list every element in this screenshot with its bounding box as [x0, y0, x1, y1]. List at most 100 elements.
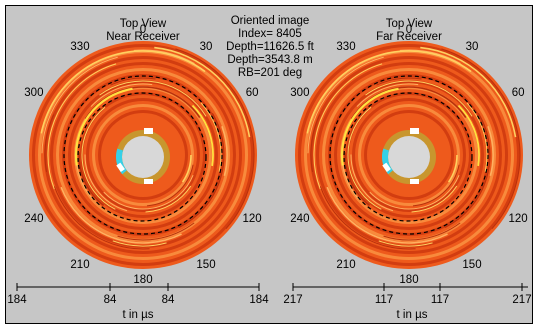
panel-1-texture-arc — [112, 240, 167, 247]
panel-1-texture-arc — [145, 185, 192, 213]
panel-1-texture-arc — [133, 49, 195, 64]
panel-2-texture-arc — [411, 185, 458, 213]
info-line-3: Depth=11626.5 ft — [226, 41, 315, 53]
panel-1-texture-arc — [60, 186, 182, 244]
panel-1-texture-arc — [103, 175, 194, 210]
panel-2-angle-label-150: 150 — [462, 259, 481, 271]
panel-2-texture-arc — [444, 113, 491, 228]
panel-1-angle-label-330: 330 — [70, 41, 89, 53]
panel-1-angle-label-0: 0 — [140, 24, 146, 36]
panel-1-texture-arc — [181, 154, 192, 183]
info-line-4: Depth=3543.8 m — [227, 54, 312, 66]
panel-1-cyan-marker — [116, 148, 127, 175]
panel-2-texture-arc — [306, 50, 472, 134]
panel-2-texture-arc — [412, 164, 460, 207]
panel-2-angle-label-330: 330 — [336, 41, 355, 53]
panel-2-x-tick-label: 217 — [512, 294, 531, 306]
panel-2-angle-label-210: 210 — [336, 259, 355, 271]
info-line-2: Index= 8405 — [238, 28, 302, 40]
panel-2-x-tick-label: 117 — [375, 294, 393, 306]
panel-1-title-line-2: Near Receiver — [106, 31, 180, 43]
panel-2-angle-label-120: 120 — [509, 213, 528, 225]
panel-2-texture-arc — [347, 106, 382, 210]
panel-1-texture-arc — [81, 106, 116, 210]
panel-1-texture-arc — [90, 83, 153, 107]
panel-2-texture-arc — [447, 154, 458, 183]
panel-1-texture-arc — [175, 48, 255, 230]
info-line-1: Oriented image — [231, 15, 310, 27]
panel-1-x-tick-label: 184 — [7, 294, 27, 306]
panel-2-dashed-circle-outer — [329, 75, 489, 235]
panel-2-white-marker-bottom — [410, 179, 419, 184]
panel-2-angle-label-0: 0 — [406, 24, 412, 36]
panel-1-angle-label-60: 60 — [246, 87, 259, 99]
panel-2-texture-arc — [441, 48, 521, 230]
panel-2-texture-arc — [365, 80, 473, 117]
panel-1-texture-arc — [146, 164, 194, 207]
panel-1-texture-arc — [78, 152, 105, 207]
panel-1-x-tick-label: 84 — [104, 294, 117, 306]
panel-2-x-tick-label: 117 — [431, 294, 449, 306]
panel-1-texture-arc — [178, 113, 225, 228]
panel-1-x-axis-label: t in µs — [123, 309, 154, 321]
panel-2-texture-arc — [319, 186, 416, 250]
panel-1-angle-label-30: 30 — [200, 41, 213, 53]
panel-1-angle-label-150: 150 — [196, 259, 215, 271]
panel-1-title-line-1: Top View — [120, 18, 167, 30]
panel-2-dashed-circle-inner — [343, 92, 473, 222]
panel-2-title-line-2: Far Receiver — [376, 31, 442, 43]
panel-1-white-marker-top — [144, 128, 153, 134]
panel-2-texture-arc — [344, 152, 371, 207]
panel-2-texture-arc — [378, 240, 433, 247]
panel-1-texture-arc — [221, 125, 228, 177]
panel-2-borehole-center — [388, 136, 430, 178]
panel-2-texture-arc — [350, 154, 394, 212]
panel-2-cyan-marker — [382, 148, 393, 175]
panel-1-texture-arc — [200, 102, 222, 172]
panel-2-reflector-arc — [340, 87, 399, 166]
panel-1-texture-arc — [99, 80, 207, 117]
panel-1-texture-arc — [117, 222, 195, 241]
panel-1-angle-label-120: 120 — [243, 213, 262, 225]
panel-2-texture-arc — [313, 63, 383, 190]
panel-1-reflector-arc — [191, 104, 214, 167]
panel-2-angle-label-300: 300 — [290, 87, 309, 99]
panel-2-white-marker-left — [382, 162, 391, 172]
panel-1-white-marker-left — [116, 162, 125, 172]
panel-1-angle-label-240: 240 — [24, 213, 43, 225]
panel-2-x-axis-label: t in µs — [397, 309, 428, 321]
panel-1-borehole-center — [122, 136, 164, 178]
info-line-5: RB=201 deg — [238, 67, 302, 79]
panel-1-texture-arc — [110, 77, 156, 86]
panel-1-white-marker-bottom — [144, 179, 153, 184]
panel-1-x-tick-label: 84 — [162, 294, 175, 306]
panel-1-angle-label-210: 210 — [70, 259, 89, 271]
panel-2-texture-arc — [369, 175, 460, 210]
panel-2-texture-arc — [307, 56, 384, 154]
panel-1-dashed-circle-inner — [77, 92, 207, 222]
panel-1-texture-arc — [40, 50, 206, 134]
panel-2-texture-arc — [326, 186, 448, 244]
panel-2-texture-arc — [383, 222, 461, 241]
panel-2-angle-label-240: 240 — [290, 213, 309, 225]
panel-2-x-tick-label: 217 — [283, 294, 302, 306]
panel-2-texture-arc — [420, 46, 517, 138]
panel-1-x-tick-label: 184 — [249, 294, 269, 306]
panel-1-dashed-circle-outer — [63, 75, 223, 235]
panel-2-angle-label-180: 180 — [399, 274, 418, 286]
panel-1-texture-arc — [44, 114, 55, 173]
panel-2-texture-arc — [466, 102, 488, 172]
panel-2-angle-label-30: 30 — [466, 41, 479, 53]
panel-2-white-marker-top — [410, 128, 419, 134]
panel-1-texture-arc — [154, 46, 251, 138]
panel-2-angle-label-60: 60 — [512, 87, 525, 99]
panel-2-texture-arc — [399, 49, 461, 64]
panel-1-texture-arc — [41, 56, 118, 154]
panel-1-texture-arc — [84, 154, 128, 212]
panel-2-texture-arc — [376, 77, 422, 86]
panel-1-texture-arc — [47, 63, 117, 190]
panel-2-texture-arc — [310, 114, 321, 173]
panel-2-title-line-1: Top View — [386, 18, 433, 30]
